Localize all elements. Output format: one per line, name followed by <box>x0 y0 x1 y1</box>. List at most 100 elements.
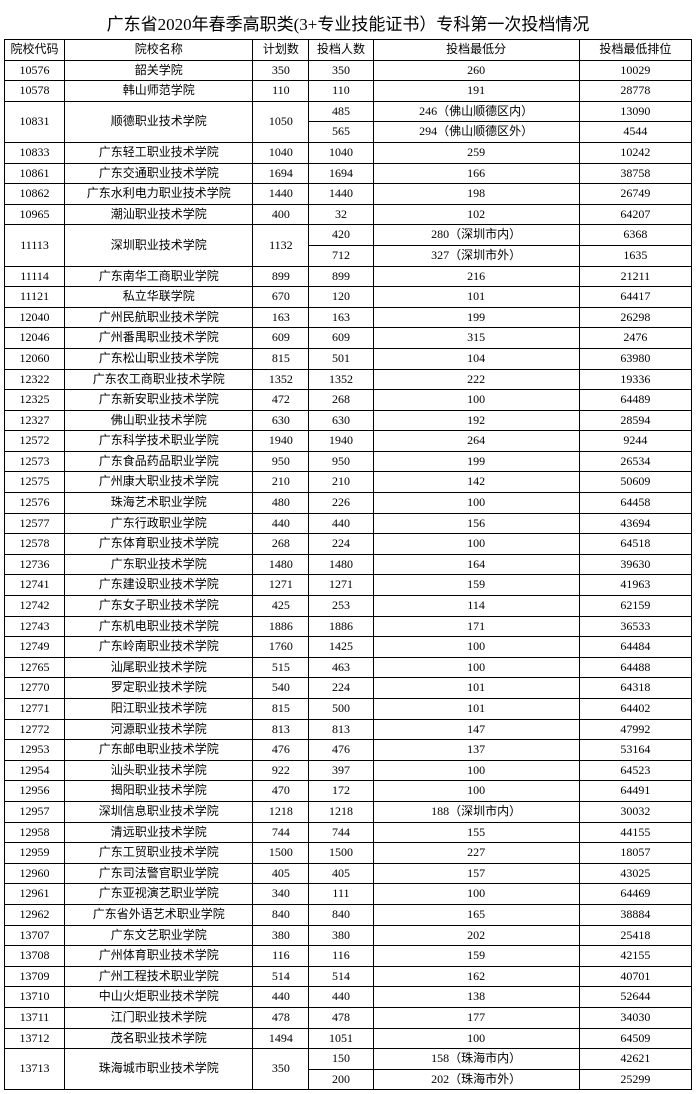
cell-cast: 32 <box>309 204 373 225</box>
cell-name: 汕尾职业技术学院 <box>65 657 253 678</box>
table-row: 12959广东工贸职业技术学院1500150022718057 <box>5 843 692 864</box>
cell-cast: 420 <box>309 225 373 246</box>
header-row: 院校代码 院校名称 计划数 投档人数 投档最低分 投档最低排位 <box>5 40 692 61</box>
cell-rank: 1635 <box>579 245 691 266</box>
cell-name: 珠海艺术职业学院 <box>65 493 253 514</box>
cell-cast: 485 <box>309 101 373 122</box>
cell-code: 12772 <box>5 719 65 740</box>
cell-code: 13708 <box>5 946 65 967</box>
cell-name: 韩山师范学院 <box>65 81 253 102</box>
cell-plan: 1440 <box>253 184 309 205</box>
cell-code: 10862 <box>5 184 65 205</box>
cell-code: 12771 <box>5 699 65 720</box>
cell-min: 101 <box>373 699 579 720</box>
cell-code: 12742 <box>5 596 65 617</box>
cell-plan: 609 <box>253 328 309 349</box>
cell-name: 阳江职业技术学院 <box>65 699 253 720</box>
cell-cast: 1694 <box>309 163 373 184</box>
cell-cast: 150 <box>309 1049 373 1070</box>
cell-cast: 397 <box>309 760 373 781</box>
col-name: 院校名称 <box>65 40 253 61</box>
cell-code: 13709 <box>5 966 65 987</box>
cell-cast: 463 <box>309 657 373 678</box>
cell-min: 102 <box>373 204 579 225</box>
cell-rank: 6368 <box>579 225 691 246</box>
cell-plan: 922 <box>253 760 309 781</box>
cell-min: 166 <box>373 163 579 184</box>
cell-cast: 712 <box>309 245 373 266</box>
cell-cast: 440 <box>309 987 373 1008</box>
cell-rank: 26534 <box>579 451 691 472</box>
table-row: 13707广东文艺职业学院38038020225418 <box>5 925 692 946</box>
cell-name: 广东省外语艺术职业学院 <box>65 904 253 925</box>
cell-code: 13713 <box>5 1049 65 1090</box>
cell-plan: 1760 <box>253 637 309 658</box>
cell-rank: 28778 <box>579 81 691 102</box>
cell-min: 101 <box>373 287 579 308</box>
cell-plan: 268 <box>253 534 309 555</box>
table-row: 12743广东机电职业技术学院1886188617136533 <box>5 616 692 637</box>
cell-name: 罗定职业技术学院 <box>65 678 253 699</box>
cell-code: 12765 <box>5 657 65 678</box>
cell-name: 广东科学技术职业学院 <box>65 431 253 452</box>
cell-rank: 62159 <box>579 596 691 617</box>
table-row: 12954汕头职业技术学院92239710064523 <box>5 760 692 781</box>
cell-name: 广东新安职业技术学院 <box>65 390 253 411</box>
cell-cast: 1440 <box>309 184 373 205</box>
cell-code: 10576 <box>5 60 65 81</box>
cell-min: 202（珠海市外） <box>373 1069 579 1090</box>
cell-name: 广东行政职业学院 <box>65 513 253 534</box>
table-row: 10861广东交通职业技术学院1694169416638758 <box>5 163 692 184</box>
cell-plan: 116 <box>253 946 309 967</box>
cell-rank: 25418 <box>579 925 691 946</box>
cell-cast: 840 <box>309 904 373 925</box>
cell-rank: 9244 <box>579 431 691 452</box>
cell-plan: 350 <box>253 1049 309 1090</box>
table-row: 12573广东食品药品职业学院95095019926534 <box>5 451 692 472</box>
col-cast: 投档人数 <box>309 40 373 61</box>
cell-name: 揭阳职业技术学院 <box>65 781 253 802</box>
cell-min: 259 <box>373 142 579 163</box>
cell-min: 165 <box>373 904 579 925</box>
cell-min: 100 <box>373 781 579 802</box>
table-row: 10965潮汕职业技术学院4003210264207 <box>5 204 692 225</box>
cell-rank: 43025 <box>579 863 691 884</box>
cell-plan: 1050 <box>253 101 309 142</box>
cell-plan: 350 <box>253 60 309 81</box>
table-row: 12325广东新安职业技术学院47226810064489 <box>5 390 692 411</box>
cell-rank: 64318 <box>579 678 691 699</box>
cell-code: 11121 <box>5 287 65 308</box>
cell-rank: 10029 <box>579 60 691 81</box>
cell-cast: 1480 <box>309 554 373 575</box>
cell-plan: 380 <box>253 925 309 946</box>
cell-rank: 39630 <box>579 554 691 575</box>
cell-code: 12040 <box>5 307 65 328</box>
cell-plan: 950 <box>253 451 309 472</box>
cell-cast: 350 <box>309 60 373 81</box>
table-row: 10578韩山师范学院11011019128778 <box>5 81 692 102</box>
cell-plan: 840 <box>253 904 309 925</box>
cell-code: 12960 <box>5 863 65 884</box>
cell-cast: 210 <box>309 472 373 493</box>
cell-name: 广州康大职业技术学院 <box>65 472 253 493</box>
cell-name: 茂名职业技术学院 <box>65 1028 253 1049</box>
cell-name: 广东文艺职业学院 <box>65 925 253 946</box>
cell-plan: 744 <box>253 822 309 843</box>
table-row: 12742广东女子职业技术学院42525311462159 <box>5 596 692 617</box>
cell-plan: 1494 <box>253 1028 309 1049</box>
cell-code: 10833 <box>5 142 65 163</box>
cell-rank: 21211 <box>579 266 691 287</box>
cell-rank: 13090 <box>579 101 691 122</box>
table-row: 11113深圳职业技术学院1132420280（深圳市内）6368 <box>5 225 692 246</box>
cell-cast: 514 <box>309 966 373 987</box>
table-row: 12772河源职业技术学院81381314747992 <box>5 719 692 740</box>
cell-cast: 1886 <box>309 616 373 637</box>
cell-min: 188（深圳市内） <box>373 801 579 822</box>
cell-min: 177 <box>373 1007 579 1028</box>
cell-cast: 1051 <box>309 1028 373 1049</box>
cell-code: 12573 <box>5 451 65 472</box>
cell-cast: 224 <box>309 534 373 555</box>
cell-code: 10965 <box>5 204 65 225</box>
cell-rank: 64469 <box>579 884 691 905</box>
table-row: 12577广东行政职业学院44044015643694 <box>5 513 692 534</box>
